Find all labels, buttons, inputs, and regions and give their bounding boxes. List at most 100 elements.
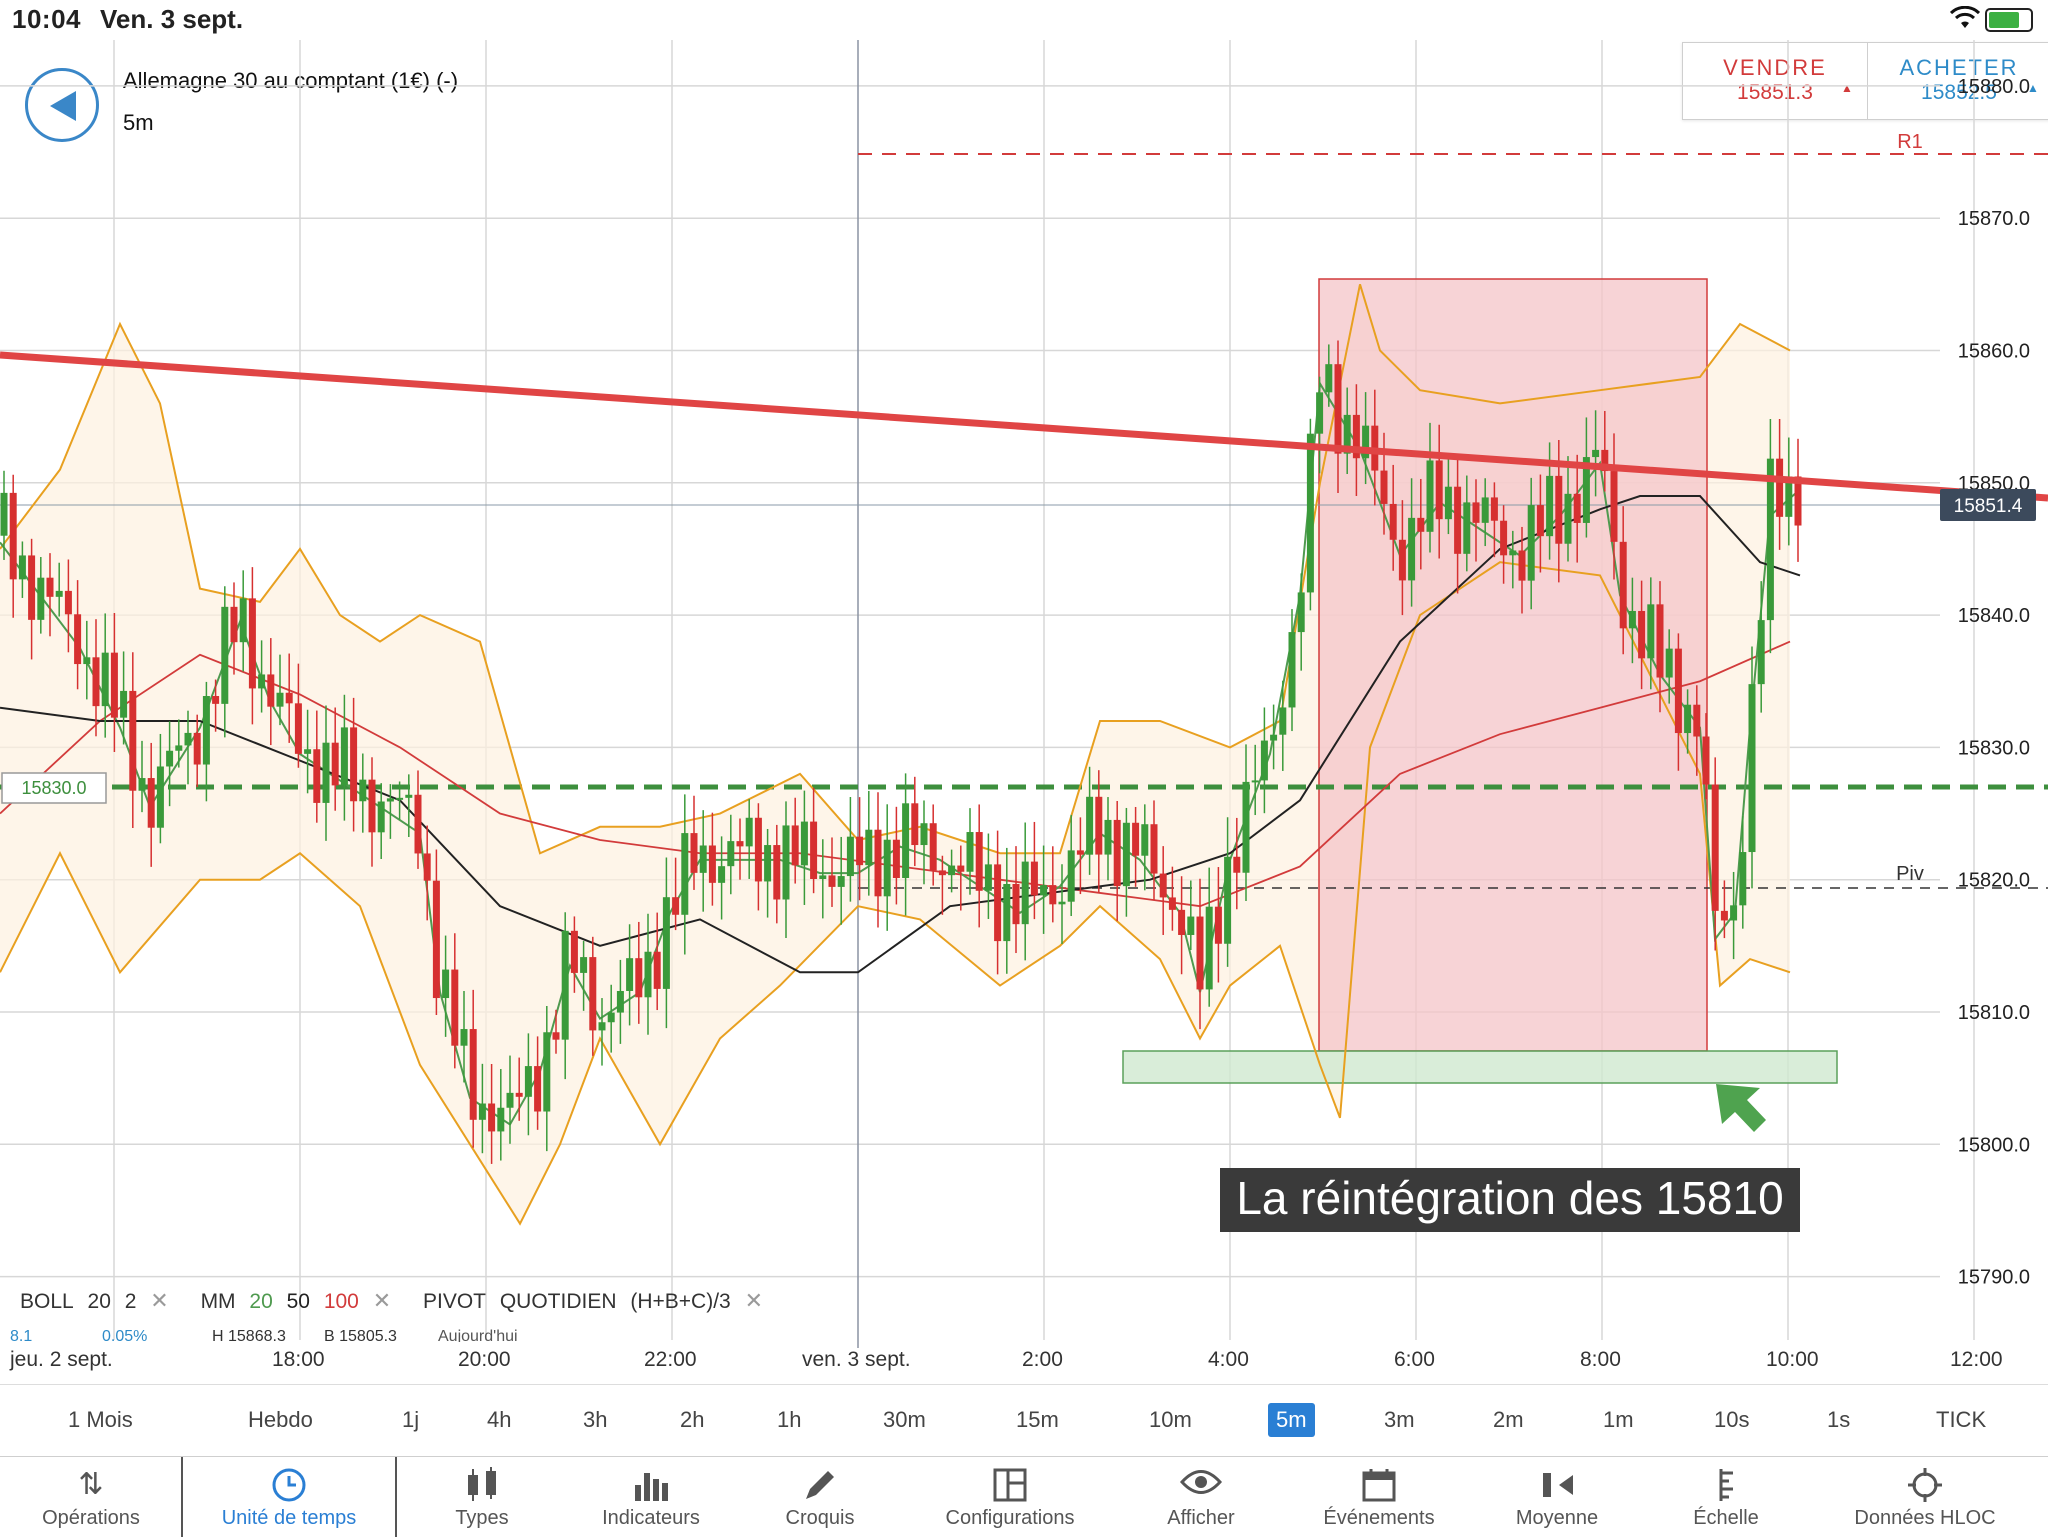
nav-evenements[interactable]: Événements	[1286, 1457, 1472, 1537]
indicator-value-2: 0.05%	[102, 1328, 148, 1342]
tf-15m[interactable]: 15m	[1016, 1407, 1059, 1432]
candle-body	[1224, 856, 1232, 944]
nav-label: Échelle	[1693, 1507, 1759, 1529]
candle-body	[1270, 734, 1278, 741]
time-label: 12:00	[1950, 1348, 2003, 1371]
candle-body	[1242, 781, 1250, 873]
candle-body	[1656, 604, 1664, 678]
y-tick-label: 15860.0	[1958, 341, 2030, 363]
candle-body	[589, 957, 597, 1031]
tf-tick[interactable]: TICK	[1936, 1407, 1987, 1432]
tf-2h[interactable]: 2h	[680, 1407, 705, 1432]
tf-10m[interactable]: 10m	[1149, 1407, 1192, 1432]
candle-body	[543, 1032, 551, 1112]
trade-panel: VENDRE 15851.3 ▲ ACHETER 15852.5 ▲	[1682, 42, 2048, 120]
candle-body	[1638, 610, 1646, 659]
tf-1j[interactable]: 1j	[402, 1407, 420, 1432]
candle-body	[1674, 648, 1682, 734]
candle-body	[368, 779, 376, 833]
nav-echelle[interactable]: Échelle	[1642, 1457, 1810, 1537]
tf-1m[interactable]: 1m	[1603, 1407, 1634, 1432]
candle-body	[1021, 861, 1029, 925]
tf-3m[interactable]: 3m	[1384, 1407, 1415, 1432]
up-triangle-icon: ▲	[1841, 81, 1853, 95]
candle-body	[837, 876, 845, 887]
tf-5m[interactable]: 5m	[1268, 1403, 1315, 1437]
pivot-label-legend[interactable]: PIVOT	[422, 1290, 486, 1313]
candle-body	[1582, 457, 1590, 523]
crosshair-icon	[1810, 1467, 2040, 1507]
time-label: 4:00	[1208, 1348, 1249, 1371]
price-chart[interactable]: La réintégration des 15810 R1 Piv 15880.…	[0, 40, 2048, 1360]
tf-1s[interactable]: 1s	[1827, 1407, 1851, 1432]
indicator-legend: BOLL 20 2 ✕ MM 20 50 100 ✕ PIVOT QUOTIDI…	[20, 1288, 789, 1314]
candle-body	[110, 652, 118, 718]
tf-1h[interactable]: 1h	[777, 1407, 802, 1432]
mm-label[interactable]: MM	[200, 1290, 236, 1313]
time-label: jeu. 2 sept.	[10, 1348, 113, 1371]
tf-hebdo[interactable]: Hebdo	[248, 1407, 313, 1432]
tf-3h[interactable]: 3h	[583, 1407, 608, 1432]
candle-body	[1058, 901, 1066, 905]
candle-body	[1555, 475, 1563, 544]
nav-types[interactable]: Types	[398, 1457, 566, 1537]
candle-body	[1693, 704, 1701, 737]
indicator-today: Aujourd'hui	[438, 1328, 518, 1342]
nav-operations[interactable]: ⇅ Opérations	[0, 1457, 182, 1537]
zone-rectangle-green[interactable]	[1122, 1050, 1838, 1084]
nav-configurations[interactable]: Configurations	[904, 1457, 1116, 1537]
candle-body	[975, 832, 983, 891]
candle-body	[718, 866, 726, 883]
clock-icon	[183, 1467, 395, 1507]
candle-body	[1619, 541, 1627, 629]
nav-label: Événements	[1323, 1507, 1435, 1529]
tf-1-mois[interactable]: 1 Mois	[68, 1407, 133, 1432]
indicator-high: H 15868.3	[212, 1328, 286, 1342]
nav-donnees-hloc[interactable]: Données HLOC	[1810, 1457, 2040, 1537]
nav-afficher[interactable]: Afficher	[1116, 1457, 1286, 1537]
candle-body	[1334, 364, 1342, 454]
boll-label[interactable]: BOLL	[20, 1290, 74, 1313]
nav-unite-de-temps[interactable]: Unité de temps	[183, 1457, 395, 1537]
tf-10s[interactable]: 10s	[1714, 1407, 1750, 1432]
candle-body	[1509, 550, 1517, 556]
candle-body	[405, 794, 413, 798]
nav-indicateurs[interactable]: Indicateurs	[566, 1457, 736, 1537]
remove-mm-icon[interactable]: ✕	[372, 1288, 392, 1313]
nav-moyenne[interactable]: Moyenne	[1472, 1457, 1642, 1537]
candle-body	[1086, 796, 1094, 855]
candle-body	[1316, 392, 1324, 434]
candle-body	[1362, 425, 1370, 459]
candle-body	[1040, 885, 1048, 896]
buy-button[interactable]: ACHETER 15852.5 ▲	[1867, 43, 2048, 119]
candle-body	[1628, 610, 1636, 629]
sell-button[interactable]: VENDRE 15851.3 ▲	[1683, 43, 1868, 119]
scale-icon	[1642, 1467, 1810, 1507]
nav-divider	[395, 1457, 397, 1537]
tf-2m[interactable]: 2m	[1493, 1407, 1524, 1432]
candle-body	[1279, 707, 1287, 735]
nav-croquis[interactable]: Croquis	[736, 1457, 904, 1537]
y-tick-label: 15830.0	[1958, 737, 2030, 759]
candle-body	[1214, 906, 1222, 944]
candle-body	[129, 690, 137, 791]
arrows-updown-icon: ⇅	[78, 1468, 104, 1501]
instrument-timeframe: 5m	[123, 110, 154, 135]
candle-body	[1343, 414, 1351, 454]
boll-dev: 2	[124, 1290, 137, 1313]
remove-boll-icon[interactable]: ✕	[150, 1288, 169, 1313]
tf-30m[interactable]: 30m	[883, 1407, 926, 1432]
tf-4h[interactable]: 4h	[487, 1407, 512, 1432]
remove-pivot-icon[interactable]: ✕	[744, 1288, 764, 1313]
time-label: 22:00	[644, 1348, 697, 1371]
back-button[interactable]	[25, 68, 99, 142]
sell-label: VENDRE	[1723, 55, 1827, 80]
chart-canvas[interactable]: La réintégration des 15810 R1 Piv 15880.…	[0, 40, 2048, 1360]
trendline[interactable]	[0, 351, 2048, 502]
calendar-icon	[1286, 1467, 1472, 1507]
zone-rectangle-red[interactable]	[1318, 278, 1708, 1052]
candle-body	[994, 864, 1002, 942]
average-price-icon	[1472, 1467, 1642, 1507]
candle-body	[1288, 632, 1296, 708]
annotation-box[interactable]	[1220, 1168, 1800, 1232]
